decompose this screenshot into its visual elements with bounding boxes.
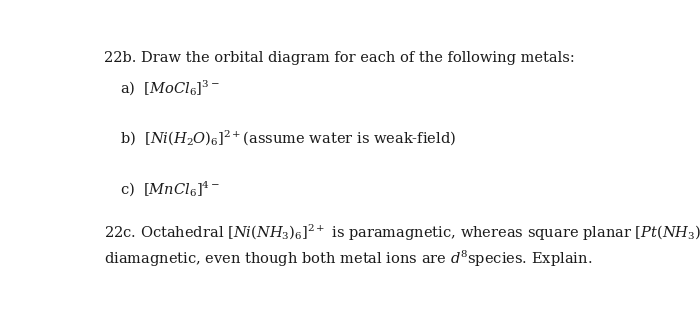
Text: c)  $[MnCl_6]^{4-}$: c) $[MnCl_6]^{4-}$ [120, 180, 220, 199]
Text: a)  $[MoCl_6]^{3-}$: a) $[MoCl_6]^{3-}$ [120, 79, 220, 98]
Text: diamagnetic, even though both metal ions are $d^8$species. Explain.: diamagnetic, even though both metal ions… [104, 249, 592, 269]
Text: 22b. Draw the orbital diagram for each of the following metals:: 22b. Draw the orbital diagram for each o… [104, 51, 575, 65]
Text: b)  $[Ni(H_2O)_6]^{2+}$(assume water is weak-field): b) $[Ni(H_2O)_6]^{2+}$(assume water is w… [120, 129, 456, 148]
Text: 22c. Octahedral $[Ni(NH_3)_6]^{2+}$ is paramagnetic, whereas square planar $[Pt(: 22c. Octahedral $[Ni(NH_3)_6]^{2+}$ is p… [104, 223, 700, 243]
